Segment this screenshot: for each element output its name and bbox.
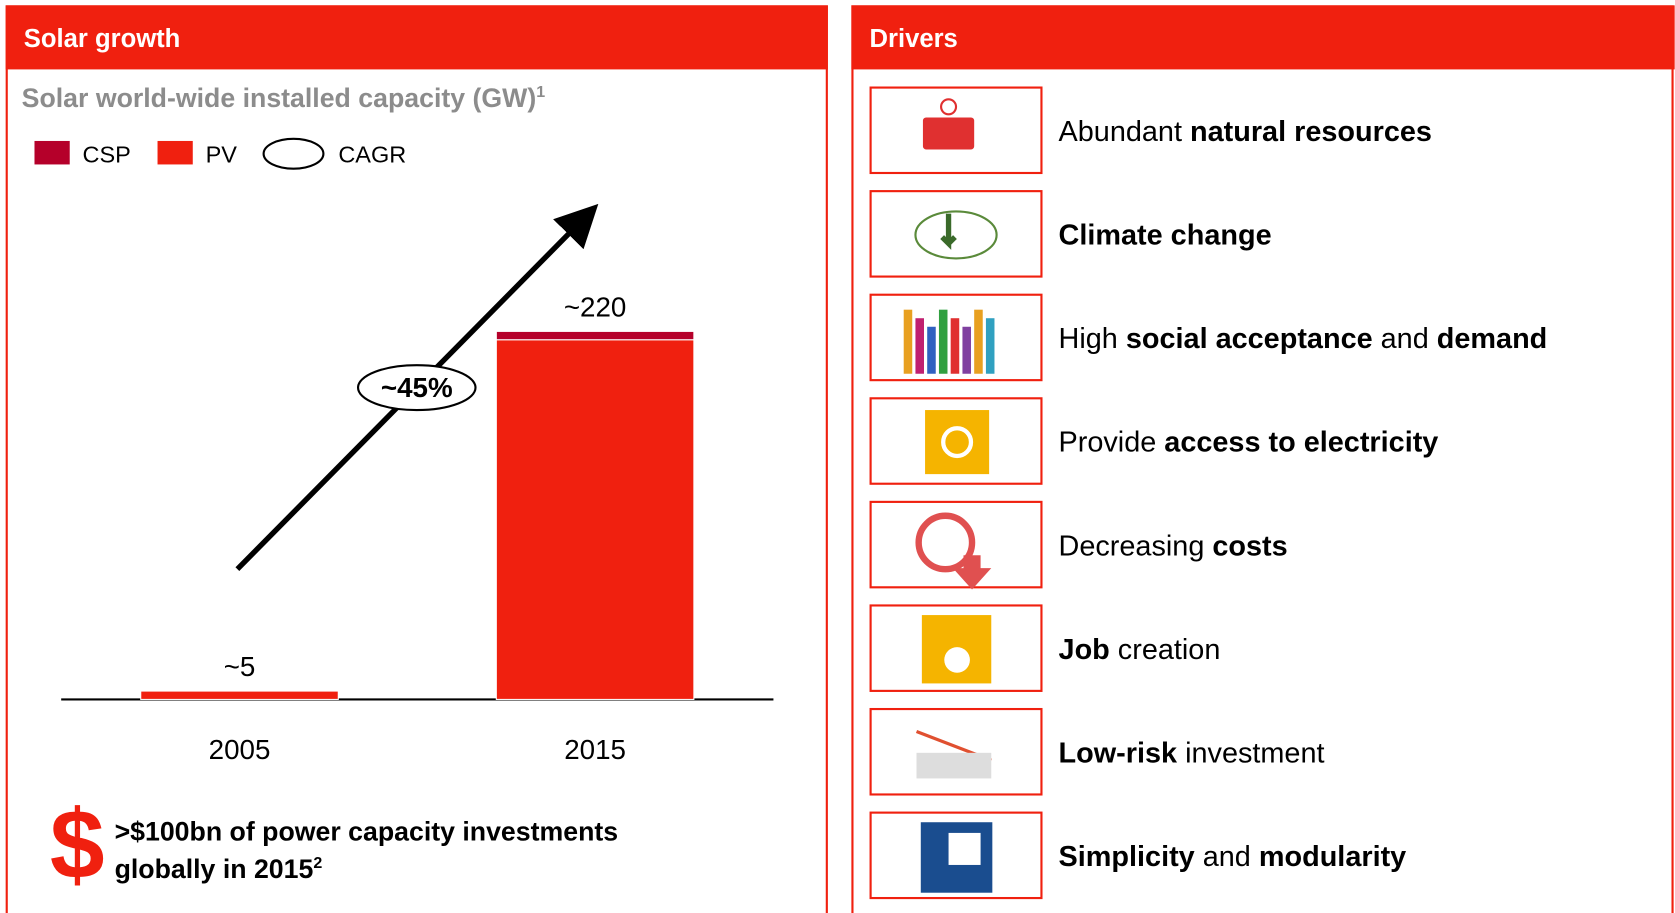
icon-shape bbox=[962, 327, 971, 374]
title-note: 1 bbox=[536, 84, 545, 101]
chart-title: Solar world-wide installed capacity (GW)… bbox=[22, 83, 546, 113]
driver-icon bbox=[921, 822, 993, 892]
driver-text-part: creation bbox=[1110, 634, 1221, 666]
page: Solar growth Drivers Solar world-wide in… bbox=[0, 0, 1675, 913]
driver-text-part: Abundant bbox=[1059, 116, 1190, 148]
icon-shape bbox=[944, 647, 970, 673]
icon-shape bbox=[925, 410, 989, 474]
icon-shape bbox=[949, 833, 981, 865]
driver-text-part: costs bbox=[1212, 530, 1287, 562]
left-header: Solar growth bbox=[24, 25, 181, 53]
legend-ellipse bbox=[264, 139, 324, 169]
icon-shape bbox=[915, 211, 996, 258]
legend-swatch bbox=[34, 141, 69, 164]
x-tick-label: 2005 bbox=[209, 734, 271, 765]
legend-swatch bbox=[158, 141, 193, 164]
driver-text-part: Low-risk bbox=[1059, 737, 1179, 769]
slide: Solar growth Drivers Solar world-wide in… bbox=[0, 0, 1675, 913]
icon-shape bbox=[915, 318, 924, 374]
driver-text-part: natural resources bbox=[1190, 116, 1432, 148]
driver-text-part: access to electricity bbox=[1164, 427, 1438, 459]
driver-icon bbox=[922, 615, 991, 683]
driver-text-part: and bbox=[1195, 841, 1259, 873]
bar-segment bbox=[496, 331, 694, 339]
driver-text: Abundant natural resources bbox=[1059, 116, 1432, 148]
icon-shape bbox=[917, 753, 992, 779]
driver-text-part: High bbox=[1059, 323, 1126, 355]
legend-label: CSP bbox=[83, 141, 131, 167]
driver-text-part: Provide bbox=[1059, 427, 1165, 459]
driver-text-part: demand bbox=[1437, 323, 1548, 355]
driver-text: Provide access to electricity bbox=[1059, 427, 1439, 459]
driver-text: Climate change bbox=[1059, 220, 1272, 252]
icon-shape bbox=[939, 310, 948, 374]
driver-icon-box bbox=[871, 709, 1042, 794]
driver-text: Decreasing costs bbox=[1059, 530, 1288, 562]
bar-segment bbox=[496, 340, 694, 700]
driver-text-part: and bbox=[1373, 323, 1437, 355]
driver-text: Job creation bbox=[1059, 634, 1221, 666]
driver-text: High social acceptance and demand bbox=[1059, 323, 1548, 355]
icon-shape bbox=[904, 310, 913, 374]
footnote-text: globally in 2015 bbox=[115, 854, 314, 884]
driver-text-part: Simplicity bbox=[1059, 841, 1195, 873]
bar-segment bbox=[141, 691, 339, 699]
driver-icon bbox=[915, 211, 996, 258]
driver-text-part: modularity bbox=[1259, 841, 1406, 873]
driver-text: Low-risk investment bbox=[1059, 737, 1325, 769]
driver-text: Simplicity and modularity bbox=[1059, 841, 1407, 873]
footnote-line: >$100bn of power capacity investments bbox=[115, 816, 619, 846]
x-tick-label: 2015 bbox=[564, 734, 626, 765]
driver-text-part: Climate change bbox=[1059, 220, 1272, 252]
total-label: ~5 bbox=[224, 651, 256, 682]
driver-text-part: social acceptance bbox=[1126, 323, 1373, 355]
right-header-bar bbox=[851, 5, 1674, 69]
legend-label: CAGR bbox=[338, 141, 406, 167]
footnote-line: globally in 20152 bbox=[115, 854, 323, 884]
icon-shape bbox=[923, 117, 974, 149]
legend-label: PV bbox=[206, 141, 238, 167]
driver-icon bbox=[925, 410, 989, 474]
driver-text-part: Job bbox=[1059, 634, 1110, 666]
icon-shape bbox=[951, 318, 960, 374]
icon-shape bbox=[974, 310, 983, 374]
footnote-note: 2 bbox=[313, 855, 322, 872]
icon-shape bbox=[986, 318, 995, 374]
right-header: Drivers bbox=[870, 25, 958, 53]
driver-text-part: investment bbox=[1177, 737, 1324, 769]
footnote-symbol: $ bbox=[50, 789, 105, 899]
title-text: Solar world-wide installed capacity (GW) bbox=[22, 83, 537, 113]
cagr-label: ~45% bbox=[381, 372, 453, 403]
icon-shape bbox=[927, 327, 936, 374]
driver-text-part: Decreasing bbox=[1059, 530, 1213, 562]
total-label: ~220 bbox=[564, 291, 627, 322]
